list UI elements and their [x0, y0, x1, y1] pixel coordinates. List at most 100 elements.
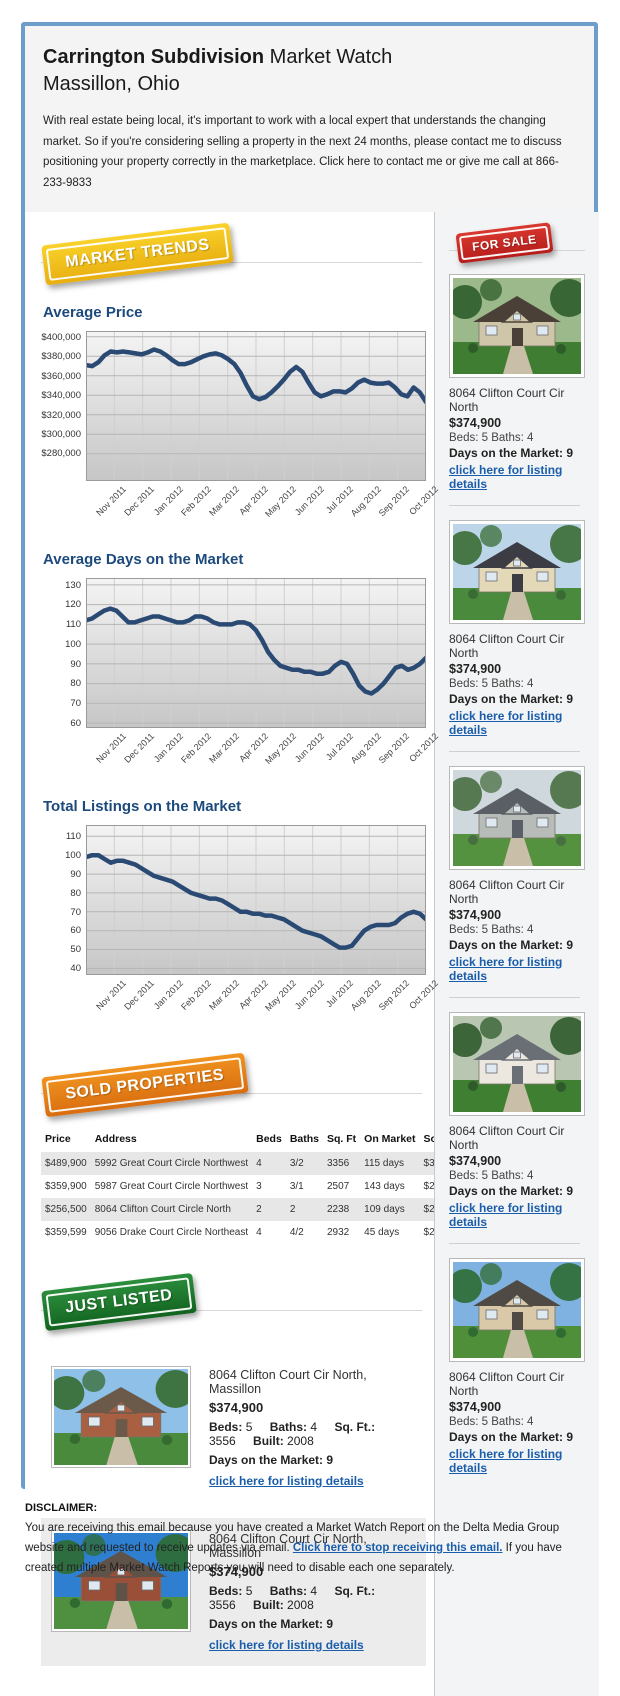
y-axis-tick-label: 60	[70, 717, 81, 729]
sold-properties-table: Price Address Beds Baths Sq. Ft On Marke…	[41, 1127, 479, 1244]
col-address: Address	[94, 1132, 137, 1145]
listing-days-on-market: Days on the Market: 9	[449, 1183, 574, 1198]
sqft-value: 3556	[209, 1597, 236, 1612]
listing-address: 8064 Clifton Court Cir North	[449, 385, 565, 414]
beds-label: Beds:	[209, 1583, 243, 1598]
listing-details-link[interactable]: click here for listing details	[209, 1637, 364, 1652]
cell-address: 9056 Drake Court Circle Northeast	[94, 1226, 249, 1238]
cell-baths: 2	[289, 1203, 296, 1215]
divider	[449, 750, 580, 752]
y-axis-tick-label: 70	[70, 906, 81, 918]
listing-details-link[interactable]: click here for listing details	[449, 954, 563, 983]
listing-address: 8064 Clifton Court Cir North	[449, 1123, 565, 1152]
total-listings-title: Total Listings on the Market	[43, 797, 242, 815]
beds-label: Beds:	[209, 1419, 243, 1434]
y-axis-tick-label: $300,000	[41, 428, 81, 440]
page-title-rest: Market Watch	[264, 46, 393, 68]
total-listings-chart: 110 100 90 80 70 60 50 40 Nov 2011 Dec 2011 Jan 2…	[41, 824, 440, 1031]
plot-area	[86, 330, 426, 481]
just-listed-badge: JUST LISTED	[41, 1272, 197, 1331]
listing-photo[interactable]	[449, 1011, 585, 1116]
page-title: Carrington Subdivision Market Watch	[43, 44, 576, 71]
listing-photo[interactable]	[449, 1257, 585, 1362]
header: Carrington Subdivision Market Watch Mass…	[25, 26, 594, 212]
listing-details-link[interactable]: click here for listing details	[449, 708, 563, 737]
listing-photo[interactable]	[449, 273, 585, 378]
page-title-subdivision: Carrington Subdivision	[43, 46, 265, 68]
listing-address: 8064 Clifton Court Cir North	[449, 1369, 565, 1398]
cell-price: $256,500	[45, 1203, 87, 1215]
y-axis-tick-label: $320,000	[41, 409, 81, 421]
listing-photo[interactable]	[51, 1365, 191, 1468]
listing-price: $374,900	[449, 415, 502, 430]
for-sale-badge-row: FOR SALE	[449, 222, 585, 274]
y-axis: 130 120 110 100 90 80 70 60	[41, 578, 86, 729]
listing-details-link[interactable]: click here for listing details	[449, 1200, 563, 1229]
listing-days-on-market: Days on the Market: 9	[449, 1429, 574, 1444]
cell-price: $359,599	[45, 1226, 87, 1238]
listing-price: $374,900	[209, 1399, 264, 1415]
average-price-title: Average Price	[43, 303, 143, 321]
y-axis-tick-label: 110	[65, 831, 81, 843]
listing-days-on-market: Days on the Market: 9	[449, 937, 574, 952]
unsubscribe-link[interactable]: Click here to stop receiving this email.	[292, 1542, 503, 1555]
intro-paragraph: With real estate being local, it's impor…	[43, 115, 562, 190]
table-row: $359,599 9056 Drake Court Circle Northea…	[41, 1221, 479, 1244]
sold-table-header-row: Price Address Beds Baths Sq. Ft On Marke…	[41, 1127, 479, 1152]
y-axis-tick-label: 90	[70, 658, 81, 670]
house-photo-illustration	[453, 523, 581, 620]
x-axis: Nov 2011 Dec 2011 Jan 2012 Feb 2012 Mar 2012…	[87, 481, 440, 537]
built-label: Built:	[253, 1597, 284, 1612]
cell-sqft: 3356	[327, 1157, 350, 1169]
listing-details-link[interactable]: click here for listing details	[209, 1473, 364, 1488]
divider	[449, 996, 580, 998]
sqft-value: 3556	[209, 1433, 236, 1448]
y-axis-tick-label: $280,000	[41, 448, 81, 460]
house-photo-illustration	[54, 1368, 188, 1465]
listing-beds-baths: Beds: 5 Baths: 4	[449, 431, 534, 444]
total-listings-section: Total Listings on the Market 110 100 90 80 7…	[41, 797, 440, 1031]
for-sale-badge: FOR SALE	[455, 222, 554, 264]
disclaimer: DISCLAIMER: You are receiving this email…	[25, 1502, 597, 1578]
cell-address: 5987 Great Court Circle Northwest	[94, 1180, 249, 1192]
y-axis-tick-label: 100	[65, 849, 81, 861]
beds-value: 5	[245, 1419, 253, 1434]
listing-beds-baths: Beds: 5 Baths: 4	[449, 1415, 534, 1428]
divider	[449, 504, 580, 506]
baths-value: 4	[310, 1419, 318, 1434]
sqft-label: Sq. Ft.:	[334, 1419, 376, 1434]
cell-address: 8064 Clifton Court Circle North	[94, 1203, 231, 1215]
market-trends-badge-label: MARKET TRENDS	[45, 226, 230, 281]
average-days-title: Average Days on the Market	[43, 550, 244, 568]
listing-specs: Beds: 5 Baths: 4 Sq. Ft.: 3556 Built: 20…	[209, 1420, 416, 1448]
disclaimer-heading: DISCLAIMER:	[25, 1502, 98, 1514]
for-sale-listing: 8064 Clifton Court Cir North $374,900 Be…	[449, 1011, 585, 1244]
divider	[449, 1242, 580, 1244]
y-axis-tick-label: 70	[70, 698, 81, 710]
col-beds: Beds	[256, 1132, 282, 1145]
cell-sqft: 2507	[327, 1180, 350, 1192]
cell-baths: 3/1	[289, 1180, 304, 1192]
just-listed-badge-row: JUST LISTED	[41, 1272, 426, 1338]
y-axis-tick-label: 110	[65, 619, 81, 631]
y-axis-tick-label: 120	[65, 599, 81, 611]
for-sale-badge-label: FOR SALE	[458, 225, 550, 261]
beds-value: 5	[245, 1583, 253, 1598]
listing-price: $374,900	[449, 1153, 502, 1168]
cell-sqft: 2932	[327, 1226, 350, 1238]
y-axis-tick-label: 50	[70, 944, 81, 956]
for-sale-sidebar: FOR SALE 8064 Clifton Court Cir North	[434, 211, 599, 1696]
cell-baths: 4/2	[289, 1226, 304, 1238]
cell-address: 5992 Great Court Circle Northwest	[94, 1157, 249, 1169]
baths-label: Baths:	[269, 1583, 308, 1598]
for-sale-listing: 8064 Clifton Court Cir North $374,900 Be…	[449, 519, 585, 752]
listing-photo[interactable]	[449, 765, 585, 870]
main-column: MARKET TRENDS Average Price $400,000 $380…	[25, 211, 479, 1696]
y-axis: 110 100 90 80 70 60 50 40	[41, 825, 86, 975]
listing-details-link[interactable]: click here for listing details	[449, 1446, 563, 1475]
cell-on-market: 109 days	[364, 1203, 405, 1215]
y-axis-tick-label: $380,000	[41, 351, 81, 363]
listing-photo[interactable]	[449, 519, 585, 624]
cell-price: $489,900	[45, 1157, 87, 1169]
listing-details-link[interactable]: click here for listing details	[449, 462, 563, 491]
